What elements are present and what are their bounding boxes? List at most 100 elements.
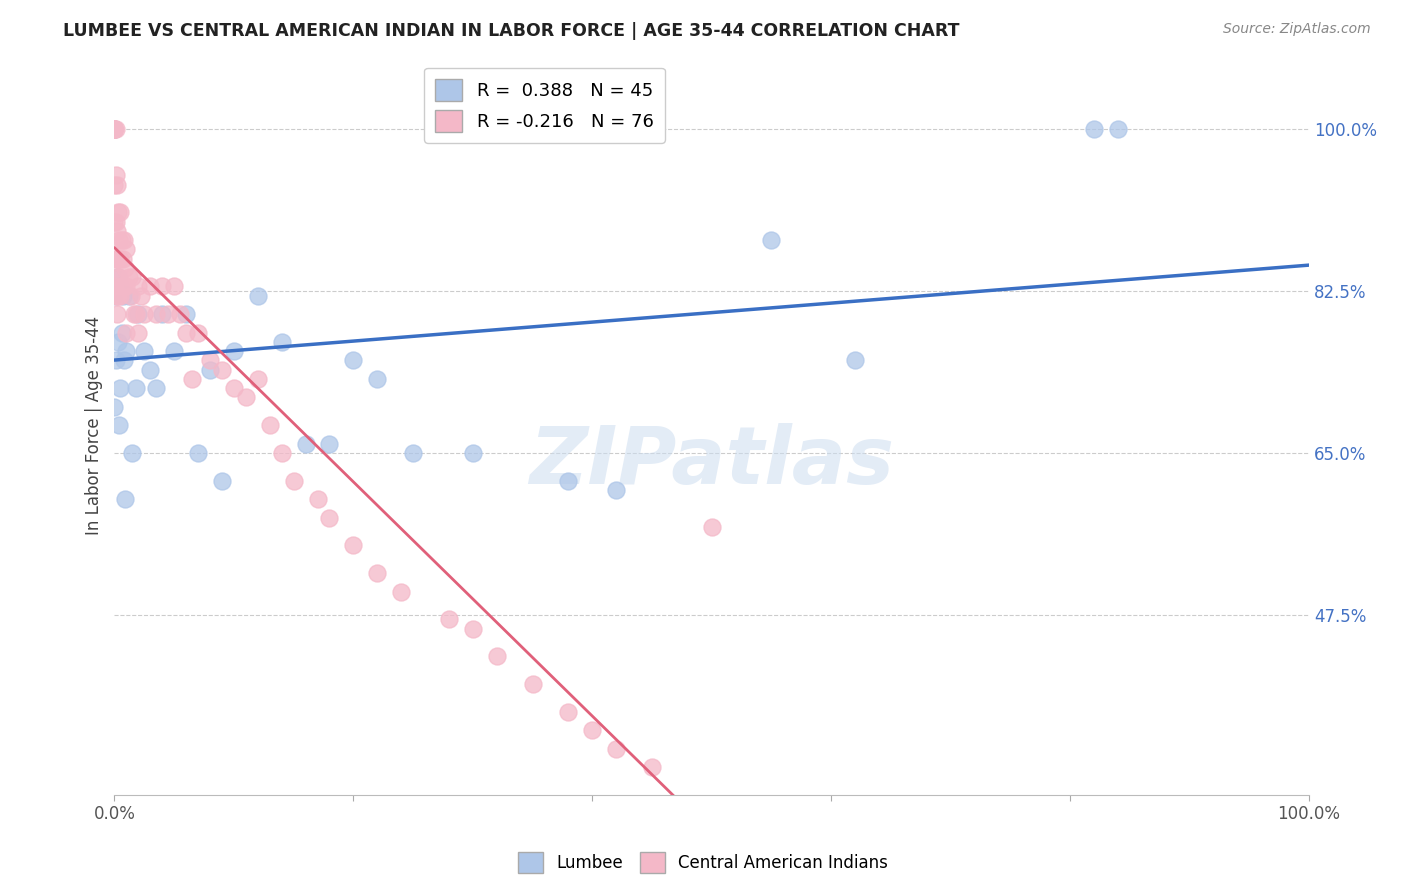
Point — [174, 326, 197, 340]
Point — [110, 288, 132, 302]
Point — [283, 474, 305, 488]
Text: ZIPatlas: ZIPatlas — [529, 423, 894, 501]
Point — [198, 362, 221, 376]
Point — [844, 353, 866, 368]
Point — [485, 649, 508, 664]
Point — [557, 474, 579, 488]
Point — [108, 233, 131, 247]
Point — [366, 566, 388, 580]
Point — [104, 288, 127, 302]
Point — [110, 252, 132, 266]
Point — [120, 288, 142, 302]
Point — [700, 520, 723, 534]
Point — [174, 307, 197, 321]
Point — [187, 446, 209, 460]
Point — [104, 122, 127, 136]
Point — [110, 205, 132, 219]
Point — [110, 279, 132, 293]
Point — [104, 169, 127, 183]
Point — [105, 224, 128, 238]
Point — [127, 326, 149, 340]
Point — [125, 381, 148, 395]
Point — [103, 279, 125, 293]
Point — [163, 279, 186, 293]
Point — [108, 270, 131, 285]
Point — [150, 307, 173, 321]
Point — [522, 677, 544, 691]
Point — [118, 270, 141, 285]
Point — [211, 362, 233, 376]
Point — [111, 288, 134, 302]
Point — [389, 584, 412, 599]
Point — [103, 214, 125, 228]
Point — [402, 446, 425, 460]
Point — [103, 279, 125, 293]
Point — [112, 233, 135, 247]
Point — [103, 122, 125, 136]
Text: LUMBEE VS CENTRAL AMERICAN INDIAN IN LABOR FORCE | AGE 35-44 CORRELATION CHART: LUMBEE VS CENTRAL AMERICAN INDIAN IN LAB… — [63, 22, 960, 40]
Point — [235, 390, 257, 404]
Y-axis label: In Labor Force | Age 35-44: In Labor Force | Age 35-44 — [86, 316, 103, 534]
Point — [222, 344, 245, 359]
Point — [105, 178, 128, 192]
Point — [103, 122, 125, 136]
Point — [307, 492, 329, 507]
Point — [110, 279, 132, 293]
Point — [342, 538, 364, 552]
Point — [121, 446, 143, 460]
Point — [118, 288, 141, 302]
Point — [169, 307, 191, 321]
Point — [105, 270, 128, 285]
Point — [107, 334, 129, 349]
Point — [110, 381, 132, 395]
Point — [605, 741, 627, 756]
Point — [110, 233, 132, 247]
Point — [145, 307, 167, 321]
Point — [134, 344, 156, 359]
Point — [129, 288, 152, 302]
Point — [103, 178, 125, 192]
Point — [461, 446, 484, 460]
Point — [103, 122, 125, 136]
Point — [181, 372, 204, 386]
Point — [294, 436, 316, 450]
Point — [115, 243, 138, 257]
Point — [114, 260, 136, 275]
Point — [557, 705, 579, 719]
Point — [103, 122, 125, 136]
Point — [104, 288, 127, 302]
Legend: Lumbee, Central American Indians: Lumbee, Central American Indians — [512, 846, 894, 880]
Point — [104, 252, 127, 266]
Point — [103, 400, 125, 414]
Point — [103, 122, 125, 136]
Point — [139, 362, 162, 376]
Point — [104, 353, 127, 368]
Point — [127, 307, 149, 321]
Point — [108, 418, 131, 433]
Point — [211, 474, 233, 488]
Point — [105, 279, 128, 293]
Point — [107, 270, 129, 285]
Point — [103, 122, 125, 136]
Point — [366, 372, 388, 386]
Point — [318, 436, 340, 450]
Point — [222, 381, 245, 395]
Point — [605, 483, 627, 497]
Point — [114, 492, 136, 507]
Point — [103, 122, 125, 136]
Point — [139, 279, 162, 293]
Point — [107, 288, 129, 302]
Point — [134, 307, 156, 321]
Point — [122, 307, 145, 321]
Point — [461, 622, 484, 636]
Point — [107, 252, 129, 266]
Point — [111, 252, 134, 266]
Point — [437, 612, 460, 626]
Text: Source: ZipAtlas.com: Source: ZipAtlas.com — [1223, 22, 1371, 37]
Legend: R =  0.388   N = 45, R = -0.216   N = 76: R = 0.388 N = 45, R = -0.216 N = 76 — [425, 68, 665, 143]
Point — [115, 326, 138, 340]
Point — [145, 381, 167, 395]
Point — [259, 418, 281, 433]
Point — [105, 307, 128, 321]
Point — [318, 510, 340, 524]
